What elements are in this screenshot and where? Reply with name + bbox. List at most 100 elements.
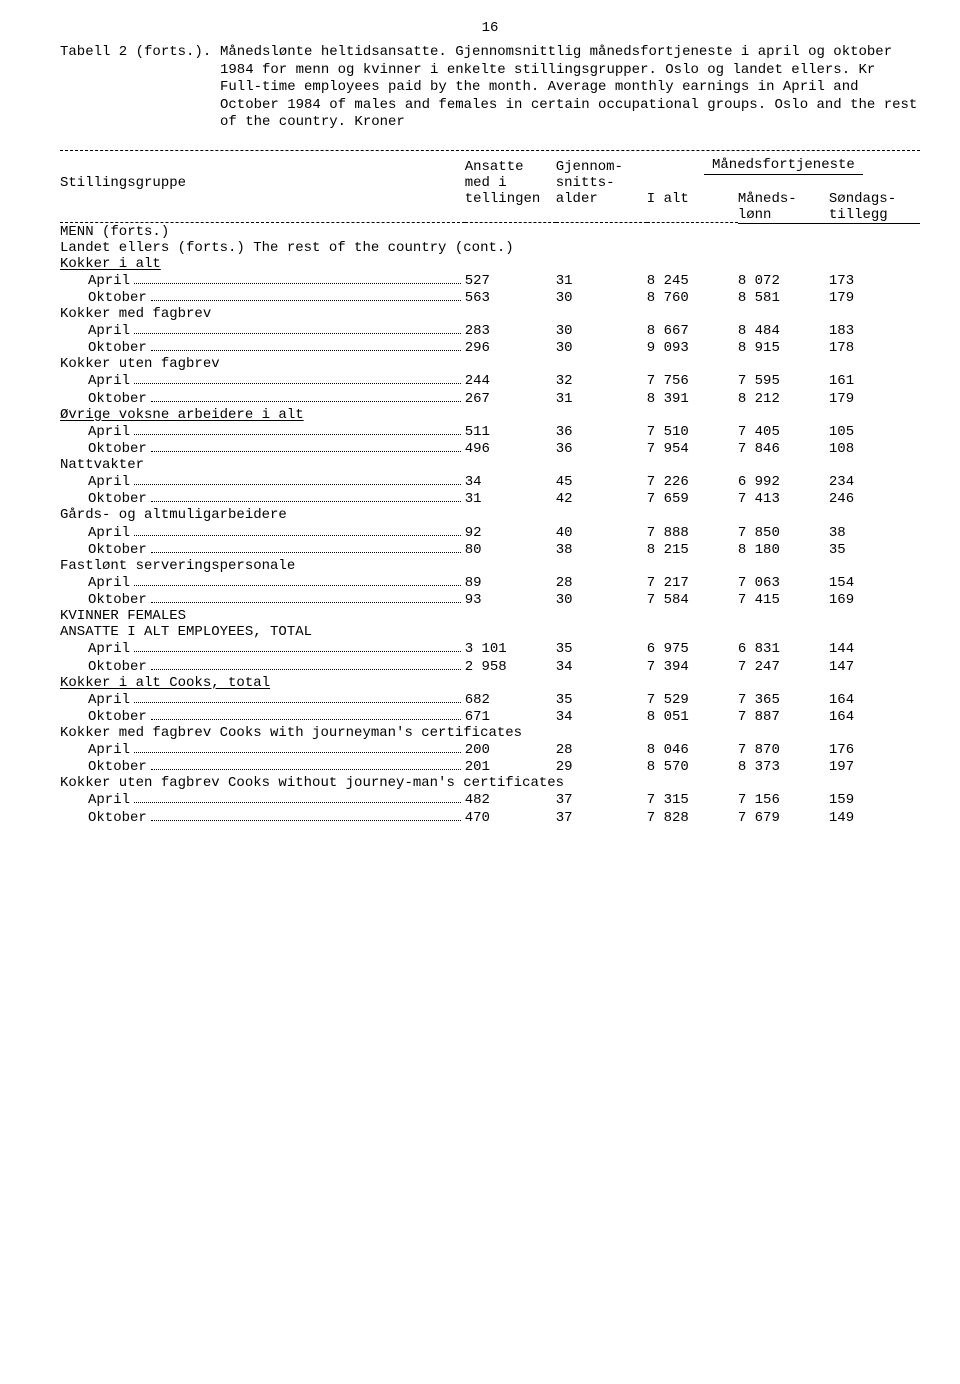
cell: 37: [556, 791, 647, 808]
table-row: Oktober496367 9547 846108: [60, 440, 920, 457]
hdr-maneds-2: lønn: [738, 207, 829, 224]
hdr-maneds-1: Måneds-: [738, 191, 829, 207]
cell: 35: [829, 541, 920, 558]
table-caption: Tabell 2 (forts.). Månedslønte heltidsan…: [60, 44, 920, 132]
cell: 105: [829, 423, 920, 440]
cell: 29: [556, 758, 647, 775]
cell: 283: [465, 322, 556, 339]
cell: 34: [465, 473, 556, 490]
row-month: Oktober: [60, 490, 465, 507]
table-row: April527318 2458 072173: [60, 272, 920, 289]
table-row: Oktober80388 2158 18035: [60, 541, 920, 558]
cell: 7 828: [647, 808, 738, 825]
group-label: Nattvakter: [60, 457, 920, 473]
table-row: Oktober2 958347 3947 247147: [60, 657, 920, 674]
cell: 9 093: [647, 339, 738, 356]
cell: 7 063: [738, 574, 829, 591]
column-header: Ansatte Gjennom- Månedsfortjeneste Still…: [60, 151, 920, 224]
cell: 176: [829, 741, 920, 758]
cell: 36: [556, 440, 647, 457]
table-row: Oktober201298 5708 373197: [60, 758, 920, 775]
caption-no: Månedslønte heltidsansatte. Gjennomsnitt…: [220, 44, 892, 78]
table-row: April511367 5107 405105: [60, 423, 920, 440]
cell: 470: [465, 808, 556, 825]
table-row: April200288 0467 870176: [60, 741, 920, 758]
cell: 36: [556, 423, 647, 440]
group-label: Kokker med fagbrev Cooks with journeyman…: [60, 725, 920, 741]
table-row: Oktober563308 7608 581179: [60, 289, 920, 306]
cell: 28: [556, 574, 647, 591]
hdr-sondags-2: tillegg: [829, 207, 920, 224]
hdr-mforj: Månedsfortjeneste: [704, 157, 863, 175]
cell: 32: [556, 372, 647, 389]
section-subheading: Landet ellers (forts.) The rest of the c…: [60, 240, 920, 256]
cell: 8 391: [647, 389, 738, 406]
group-label: Fastlønt serveringspersonale: [60, 558, 920, 574]
hdr-ansatte-3: tellingen: [465, 191, 556, 207]
cell: 7 365: [738, 691, 829, 708]
cell: 179: [829, 289, 920, 306]
cell: 35: [556, 640, 647, 657]
row-month: Oktober: [60, 541, 465, 558]
cell: 30: [556, 339, 647, 356]
group-label: ANSATTE I ALT EMPLOYEES, TOTAL: [60, 624, 920, 640]
cell: 34: [556, 657, 647, 674]
cell: 31: [556, 389, 647, 406]
cell: 7 870: [738, 741, 829, 758]
cell: 34: [556, 708, 647, 725]
hdr-sondags-1: Søndags-: [829, 191, 920, 207]
cell: 6 831: [738, 640, 829, 657]
hdr-gjennom-1: Gjennom-: [556, 151, 647, 175]
row-month: Oktober: [60, 758, 465, 775]
cell: 30: [556, 289, 647, 306]
cell: 7 846: [738, 440, 829, 457]
cell: 7 394: [647, 657, 738, 674]
cell: 149: [829, 808, 920, 825]
cell: 42: [556, 490, 647, 507]
row-month: Oktober: [60, 339, 465, 356]
row-month: Oktober: [60, 591, 465, 608]
cell: 183: [829, 322, 920, 339]
cell: 154: [829, 574, 920, 591]
cell: 563: [465, 289, 556, 306]
hdr-gjennom-3: alder: [556, 191, 647, 207]
cell: 8 667: [647, 322, 738, 339]
cell: 8 046: [647, 741, 738, 758]
cell: 173: [829, 272, 920, 289]
group-label: Kokker uten fagbrev Cooks without journe…: [60, 775, 920, 791]
table-row: Oktober31427 6597 413246: [60, 490, 920, 507]
cell: 2 958: [465, 657, 556, 674]
section-heading: MENN (forts.): [60, 224, 920, 240]
cell: 6 992: [738, 473, 829, 490]
cell: 31: [556, 272, 647, 289]
cell: 7 217: [647, 574, 738, 591]
cell: 234: [829, 473, 920, 490]
cell: 8 212: [738, 389, 829, 406]
table-row: April3 101356 9756 831144: [60, 640, 920, 657]
cell: 267: [465, 389, 556, 406]
table-caption-text: Månedslønte heltidsansatte. Gjennomsnitt…: [220, 44, 920, 132]
row-month: Oktober: [60, 440, 465, 457]
row-month: April: [60, 691, 465, 708]
row-month: Oktober: [60, 708, 465, 725]
table-row: Oktober470377 8287 679149: [60, 808, 920, 825]
cell: 6 975: [647, 640, 738, 657]
cell: 8 915: [738, 339, 829, 356]
table-row: April482377 3157 156159: [60, 791, 920, 808]
cell: 7 510: [647, 423, 738, 440]
row-month: April: [60, 574, 465, 591]
row-month: April: [60, 791, 465, 808]
data-table: MENN (forts.)Landet ellers (forts.) The …: [60, 224, 920, 826]
cell: 197: [829, 758, 920, 775]
table-row: April92407 8887 85038: [60, 523, 920, 540]
hdr-ialt: I alt: [647, 191, 738, 207]
cell: 8 484: [738, 322, 829, 339]
cell: 8 072: [738, 272, 829, 289]
cell: 40: [556, 523, 647, 540]
page-number: 16: [60, 20, 920, 36]
row-month: April: [60, 473, 465, 490]
cell: 8 245: [647, 272, 738, 289]
cell: 8 373: [738, 758, 829, 775]
cell: 7 405: [738, 423, 829, 440]
cell: 671: [465, 708, 556, 725]
